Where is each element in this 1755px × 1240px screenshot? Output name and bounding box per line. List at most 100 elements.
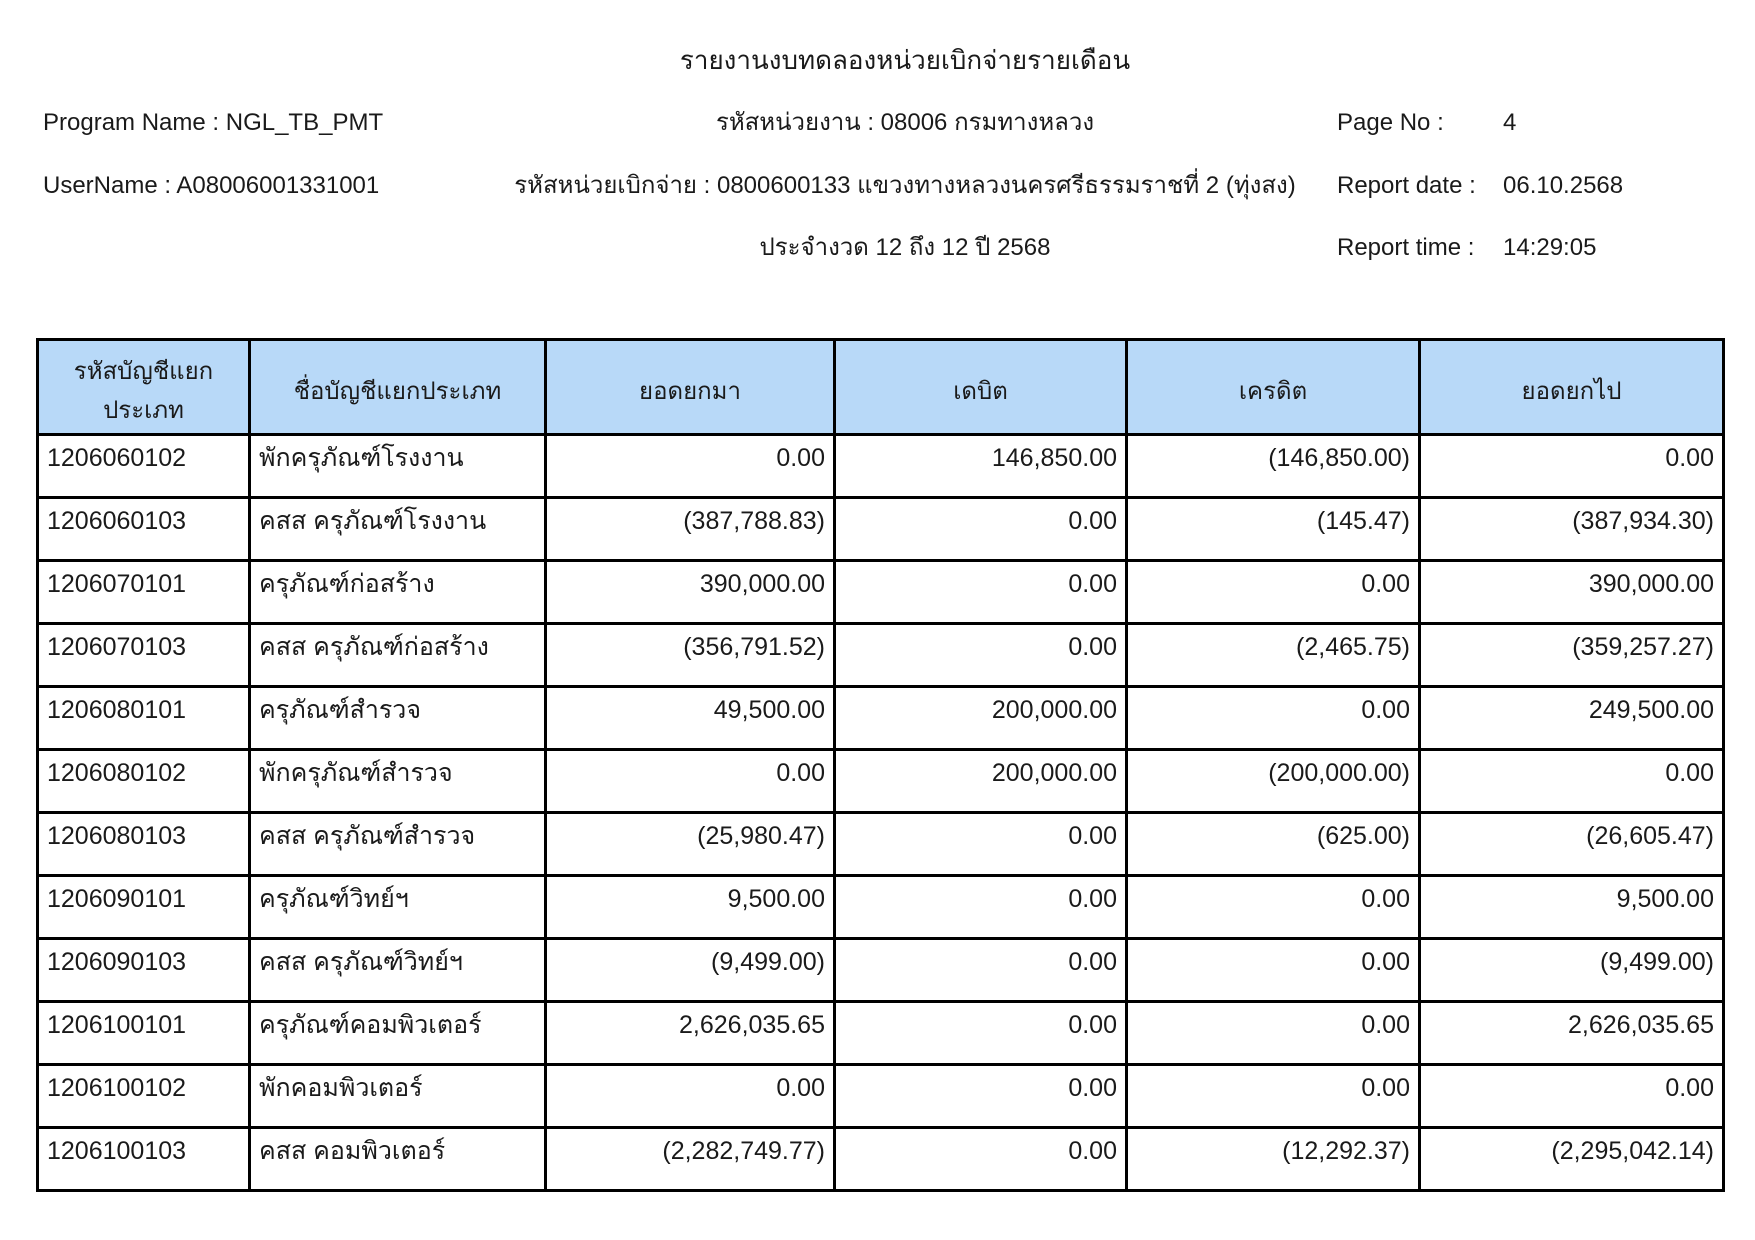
cell-account-code: 1206100101 — [36, 1000, 251, 1066]
table-row: 1206080101 ครุภัณฑ์สำรวจ 49,500.00 200,000.… — [36, 685, 1725, 751]
cell-debit: 0.00 — [833, 1000, 1128, 1066]
cell-carried-forward: 249,500.00 — [1418, 685, 1725, 751]
agency-code-line: รหัสหน่วยงาน : 08006 กรมทางหลวง — [715, 109, 1095, 136]
table-row: 1206070103 คสส ครุภัณฑ์ก่อสร้าง (356,791.5… — [36, 622, 1725, 688]
cell-credit: 0.00 — [1125, 559, 1421, 625]
cell-account-code: 1206090101 — [36, 874, 251, 940]
program-name: Program Name : NGL_TB_PMT — [43, 103, 383, 143]
cell-account-code: 1206070101 — [36, 559, 251, 625]
cell-account-name: ครุภัณฑ์ก่อสร้าง — [248, 559, 547, 625]
meta-line-2: UserName : A08006001331001 รหัสหน่วยเบิก… — [0, 166, 1755, 206]
cell-account-name: พักครุภัณฑ์โรงงาน — [248, 433, 547, 499]
column-header-account-name: ชื่อบัญชีแยกประเภท — [248, 338, 547, 436]
cell-brought-forward: 9,500.00 — [544, 874, 836, 940]
cell-account-code: 1206060103 — [36, 496, 251, 562]
cell-debit: 0.00 — [833, 937, 1128, 1003]
cell-debit: 146,850.00 — [833, 433, 1128, 499]
cell-debit: 0.00 — [833, 1063, 1128, 1129]
username-value: A08006001331001 — [176, 172, 380, 199]
cell-brought-forward: 49,500.00 — [544, 685, 836, 751]
table-row: 1206090101 ครุภัณฑ์วิทย์ฯ 9,500.00 0.00 0.00… — [36, 874, 1725, 940]
page-no-value: 4 — [1503, 109, 1517, 136]
cell-brought-forward: (9,499.00) — [544, 937, 836, 1003]
trial-balance-table: รหัสบัญชีแยกประเภท ชื่อบัญชีแยกประเภท ยอดย… — [36, 338, 1725, 1192]
cell-brought-forward: 2,626,035.65 — [544, 1000, 836, 1066]
cell-credit: (146,850.00) — [1125, 433, 1421, 499]
column-header-carried-forward: ยอดยกไป — [1418, 338, 1725, 436]
cell-account-code: 1206070103 — [36, 622, 251, 688]
page-title: รายงานงบทดลองหน่วยเบิกจ่ายรายเดือน — [679, 45, 1131, 75]
table-row: 1206060103 คสส ครุภัณฑ์โรงงาน (387,788.83)… — [36, 496, 1725, 562]
table-row: 1206100101 ครุภัณฑ์คอมพิวเตอร์ 2,626,035.6… — [36, 1000, 1725, 1066]
cell-brought-forward: 0.00 — [544, 433, 836, 499]
cell-account-name: คสส ครุภัณฑ์สำรวจ — [248, 811, 547, 877]
username-label: UserName : — [43, 172, 172, 199]
table-row: 1206080103 คสส ครุภัณฑ์สำรวจ (25,980.47) 0.… — [36, 811, 1725, 877]
cell-carried-forward: (2,295,042.14) — [1418, 1126, 1725, 1192]
cell-account-name: คสส ครุภัณฑ์โรงงาน — [248, 496, 547, 562]
cell-credit: (12,292.37) — [1125, 1126, 1421, 1192]
cell-debit: 200,000.00 — [833, 685, 1128, 751]
cell-credit: (145.47) — [1125, 496, 1421, 562]
cell-credit: (2,465.75) — [1125, 622, 1421, 688]
cell-brought-forward: (2,282,749.77) — [544, 1126, 836, 1192]
cell-account-code: 1206100102 — [36, 1063, 251, 1129]
cell-carried-forward: 2,626,035.65 — [1418, 1000, 1725, 1066]
cell-account-name: พักครุภัณฑ์สำรวจ — [248, 748, 547, 814]
cell-debit: 0.00 — [833, 622, 1128, 688]
cell-carried-forward: 0.00 — [1418, 433, 1725, 499]
column-header-account-code: รหัสบัญชีแยกประเภท — [36, 338, 251, 436]
report-time-value: 14:29:05 — [1503, 234, 1597, 261]
cell-credit: (200,000.00) — [1125, 748, 1421, 814]
cell-carried-forward: 390,000.00 — [1418, 559, 1725, 625]
table-row: 1206090103 คสส ครุภัณฑ์วิทย์ฯ (9,499.00) 0.… — [36, 937, 1725, 1003]
meta-line-1: Program Name : NGL_TB_PMT รหัสหน่วยงาน :… — [0, 103, 1755, 143]
cell-account-code: 1206100103 — [36, 1126, 251, 1192]
report-date-label: Report date : — [1337, 172, 1476, 199]
cell-debit: 0.00 — [833, 496, 1128, 562]
table-row: 1206100103 คสส คอมพิวเตอร์ (2,282,749.77) 0… — [36, 1126, 1725, 1192]
cell-account-name: คสส ครุภัณฑ์ก่อสร้าง — [248, 622, 547, 688]
cell-debit: 0.00 — [833, 1126, 1128, 1192]
cell-brought-forward: (356,791.52) — [544, 622, 836, 688]
cell-carried-forward: 9,500.00 — [1418, 874, 1725, 940]
cell-account-name: คสส คอมพิวเตอร์ — [248, 1126, 547, 1192]
program-name-value: NGL_TB_PMT — [225, 109, 384, 136]
cell-account-name: คสส ครุภัณฑ์วิทย์ฯ — [248, 937, 547, 1003]
cell-account-code: 1206060102 — [36, 433, 251, 499]
cell-carried-forward: (387,934.30) — [1418, 496, 1725, 562]
cell-account-code: 1206080103 — [36, 811, 251, 877]
cell-credit: 0.00 — [1125, 874, 1421, 940]
report-date-value: 06.10.2568 — [1503, 172, 1624, 199]
table-row: 1206100102 พักคอมพิวเตอร์ 0.00 0.00 0.00 0.00 — [36, 1063, 1725, 1129]
cell-account-name: พักคอมพิวเตอร์ — [248, 1063, 547, 1129]
cell-credit: 0.00 — [1125, 937, 1421, 1003]
username: UserName : A08006001331001 — [43, 166, 379, 206]
cell-brought-forward: (387,788.83) — [544, 496, 836, 562]
disbursement-unit-line: รหัสหน่วยเบิกจ่าย : 0800600133 แขวงทางหล… — [514, 172, 1296, 199]
cell-debit: 0.00 — [833, 874, 1128, 940]
cell-debit: 0.00 — [833, 811, 1128, 877]
cell-credit: (625.00) — [1125, 811, 1421, 877]
cell-carried-forward: 0.00 — [1418, 1063, 1725, 1129]
table-row: 1206080102 พักครุภัณฑ์สำรวจ 0.00 200,000.00… — [36, 748, 1725, 814]
cell-carried-forward: (9,499.00) — [1418, 937, 1725, 1003]
table-row: 1206070101 ครุภัณฑ์ก่อสร้าง 390,000.00 0.00… — [36, 559, 1725, 625]
meta-line-3: ประจำงวด 12 ถึง 12 ปี 2568 Report time :… — [0, 228, 1755, 268]
cell-brought-forward: 0.00 — [544, 748, 836, 814]
table-row: 1206060102 พักครุภัณฑ์โรงงาน 0.00 146,850.0… — [36, 433, 1725, 499]
report-time-label: Report time : — [1337, 234, 1475, 261]
cell-account-code: 1206080101 — [36, 685, 251, 751]
cell-account-name: ครุภัณฑ์วิทย์ฯ — [248, 874, 547, 940]
cell-debit: 0.00 — [833, 559, 1128, 625]
cell-credit: 0.00 — [1125, 685, 1421, 751]
cell-carried-forward: (26,605.47) — [1418, 811, 1725, 877]
cell-credit: 0.00 — [1125, 1000, 1421, 1066]
cell-account-code: 1206080102 — [36, 748, 251, 814]
column-header-credit: เครดิต — [1125, 338, 1421, 436]
cell-brought-forward: 390,000.00 — [544, 559, 836, 625]
column-header-debit: เดบิต — [833, 338, 1128, 436]
cell-brought-forward: 0.00 — [544, 1063, 836, 1129]
cell-brought-forward: (25,980.47) — [544, 811, 836, 877]
cell-carried-forward: 0.00 — [1418, 748, 1725, 814]
